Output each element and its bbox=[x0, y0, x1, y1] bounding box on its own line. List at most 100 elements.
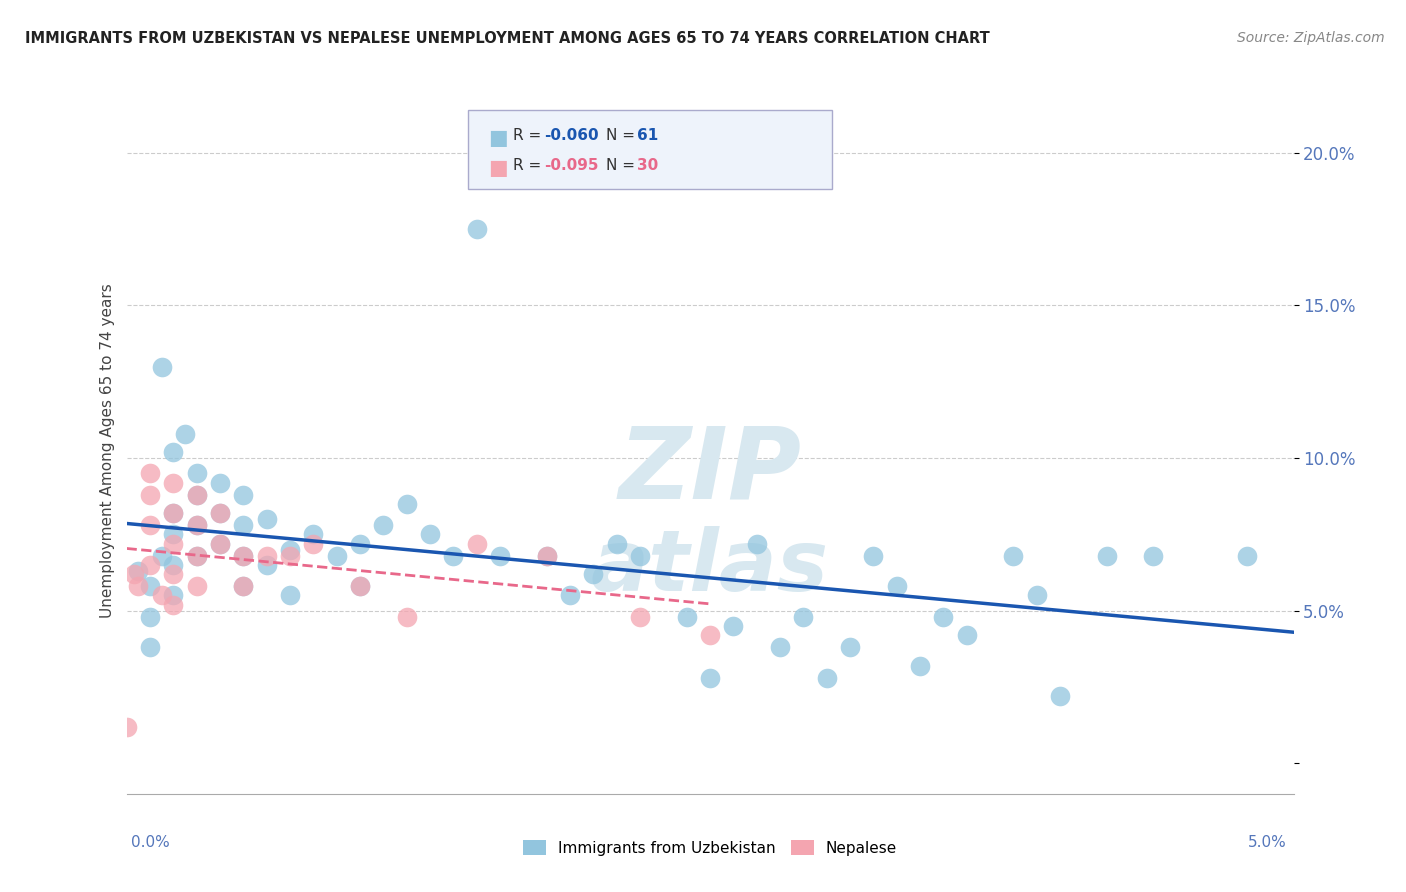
Point bbox=[186, 488, 208, 502]
Point bbox=[278, 549, 301, 563]
Text: atlas: atlas bbox=[591, 525, 830, 608]
Point bbox=[932, 610, 955, 624]
Point bbox=[839, 640, 862, 655]
Point bbox=[956, 628, 979, 642]
Point bbox=[769, 640, 792, 655]
Point bbox=[886, 579, 908, 593]
Point bbox=[162, 475, 184, 490]
Point bbox=[127, 579, 149, 593]
Point bbox=[256, 512, 278, 526]
Text: 0.0%: 0.0% bbox=[131, 836, 170, 850]
Point bbox=[208, 506, 231, 520]
Point bbox=[150, 549, 173, 563]
Point bbox=[208, 475, 231, 490]
Point bbox=[115, 720, 138, 734]
Point bbox=[441, 549, 464, 563]
Point bbox=[1025, 589, 1047, 603]
Point bbox=[139, 488, 162, 502]
Point bbox=[908, 658, 931, 673]
Point bbox=[162, 558, 184, 572]
Text: N =: N = bbox=[606, 128, 640, 143]
Point bbox=[699, 671, 721, 685]
Point bbox=[395, 497, 418, 511]
Point bbox=[723, 619, 745, 633]
Point bbox=[302, 527, 325, 541]
Point bbox=[465, 536, 488, 550]
Point bbox=[395, 610, 418, 624]
Point bbox=[186, 549, 208, 563]
Point bbox=[606, 536, 628, 550]
Point bbox=[628, 610, 651, 624]
Point bbox=[162, 506, 184, 520]
Point bbox=[325, 549, 347, 563]
Point bbox=[139, 467, 162, 481]
Point bbox=[278, 542, 301, 557]
Point bbox=[122, 567, 145, 582]
Point bbox=[745, 536, 768, 550]
Point bbox=[536, 549, 558, 563]
Point bbox=[582, 567, 605, 582]
Text: ZIP: ZIP bbox=[619, 423, 801, 519]
Point bbox=[256, 558, 278, 572]
Text: 5.0%: 5.0% bbox=[1247, 836, 1286, 850]
Text: IMMIGRANTS FROM UZBEKISTAN VS NEPALESE UNEMPLOYMENT AMONG AGES 65 TO 74 YEARS CO: IMMIGRANTS FROM UZBEKISTAN VS NEPALESE U… bbox=[25, 31, 990, 46]
Point bbox=[278, 589, 301, 603]
Point bbox=[675, 610, 697, 624]
Point bbox=[792, 610, 814, 624]
Point bbox=[162, 598, 184, 612]
Point bbox=[139, 518, 162, 533]
Text: ■: ■ bbox=[488, 158, 508, 178]
Text: -0.095: -0.095 bbox=[544, 158, 599, 173]
Point bbox=[162, 506, 184, 520]
Point bbox=[162, 536, 184, 550]
Point bbox=[139, 640, 162, 655]
Point bbox=[465, 222, 488, 236]
Point bbox=[139, 579, 162, 593]
Point bbox=[232, 549, 254, 563]
Text: 61: 61 bbox=[637, 128, 658, 143]
Point bbox=[419, 527, 441, 541]
Point bbox=[208, 536, 231, 550]
Point bbox=[162, 445, 184, 459]
Point bbox=[232, 549, 254, 563]
Point bbox=[349, 536, 371, 550]
Point bbox=[232, 579, 254, 593]
Point bbox=[349, 579, 371, 593]
Point bbox=[1049, 689, 1071, 703]
Point bbox=[628, 549, 651, 563]
Point bbox=[373, 518, 395, 533]
Point bbox=[174, 426, 197, 441]
Point bbox=[186, 518, 208, 533]
Point bbox=[186, 488, 208, 502]
Point bbox=[1142, 549, 1164, 563]
Point bbox=[208, 536, 231, 550]
Text: R =: R = bbox=[513, 128, 547, 143]
Point bbox=[139, 558, 162, 572]
Point bbox=[302, 536, 325, 550]
Point bbox=[186, 518, 208, 533]
Text: N =: N = bbox=[606, 158, 640, 173]
Point bbox=[1095, 549, 1118, 563]
Point bbox=[232, 518, 254, 533]
Point bbox=[139, 610, 162, 624]
Point bbox=[232, 488, 254, 502]
Point bbox=[256, 549, 278, 563]
Text: -0.060: -0.060 bbox=[544, 128, 599, 143]
Text: ■: ■ bbox=[488, 128, 508, 147]
Point bbox=[127, 564, 149, 578]
Point bbox=[489, 549, 512, 563]
Y-axis label: Unemployment Among Ages 65 to 74 years: Unemployment Among Ages 65 to 74 years bbox=[100, 283, 115, 618]
Point bbox=[162, 567, 184, 582]
Point bbox=[186, 579, 208, 593]
Text: Source: ZipAtlas.com: Source: ZipAtlas.com bbox=[1237, 31, 1385, 45]
Point bbox=[186, 467, 208, 481]
Legend: Immigrants from Uzbekistan, Nepalese: Immigrants from Uzbekistan, Nepalese bbox=[516, 834, 904, 862]
Point bbox=[162, 589, 184, 603]
Point bbox=[815, 671, 838, 685]
Point bbox=[150, 359, 173, 374]
Point bbox=[232, 579, 254, 593]
Point bbox=[1002, 549, 1025, 563]
Point bbox=[162, 527, 184, 541]
Point bbox=[558, 589, 581, 603]
Point bbox=[186, 549, 208, 563]
